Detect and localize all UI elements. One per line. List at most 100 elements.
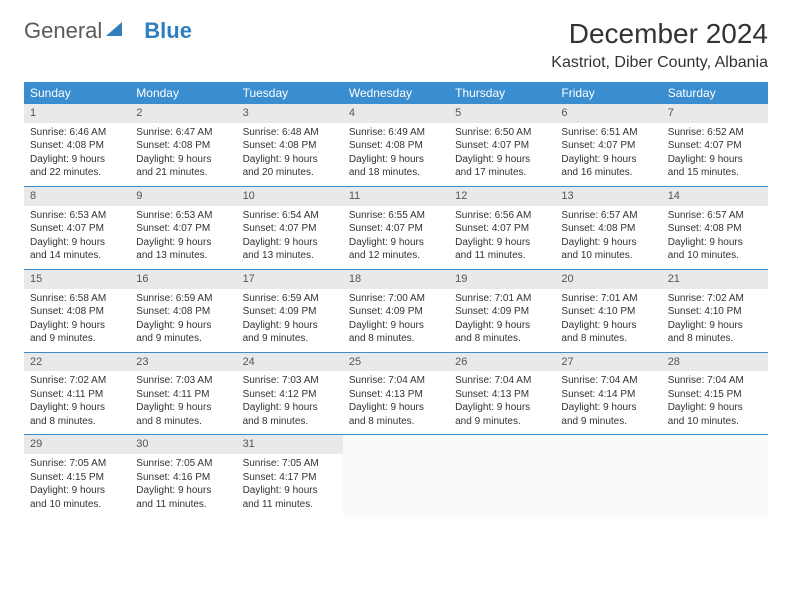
day-details: Sunrise: 6:53 AMSunset: 4:07 PMDaylight:… [24,206,130,269]
day-cell: 6Sunrise: 6:51 AMSunset: 4:07 PMDaylight… [555,104,661,186]
location: Kastriot, Diber County, Albania [551,54,768,72]
sunset-line: Sunset: 4:09 PM [349,305,443,319]
day-number: 7 [662,104,768,123]
day-details: Sunrise: 6:54 AMSunset: 4:07 PMDaylight:… [237,206,343,269]
day-cell: 25Sunrise: 7:04 AMSunset: 4:13 PMDayligh… [343,353,449,435]
sunset-line: Sunset: 4:08 PM [349,139,443,153]
day-details: Sunrise: 6:46 AMSunset: 4:08 PMDaylight:… [24,123,130,186]
daylight-line: Daylight: 9 hours and 14 minutes. [30,236,124,263]
sunset-line: Sunset: 4:08 PM [243,139,337,153]
sunrise-line: Sunrise: 6:52 AM [668,126,762,140]
day-details: Sunrise: 6:56 AMSunset: 4:07 PMDaylight:… [449,206,555,269]
sunrise-line: Sunrise: 6:58 AM [30,292,124,306]
day-details: Sunrise: 7:02 AMSunset: 4:10 PMDaylight:… [662,289,768,352]
daylight-line: Daylight: 9 hours and 11 minutes. [136,484,230,511]
daylight-line: Daylight: 9 hours and 21 minutes. [136,153,230,180]
daylight-line: Daylight: 9 hours and 12 minutes. [349,236,443,263]
sunrise-line: Sunrise: 6:59 AM [136,292,230,306]
daylight-line: Daylight: 9 hours and 13 minutes. [243,236,337,263]
day-number: 5 [449,104,555,123]
day-details: Sunrise: 6:55 AMSunset: 4:07 PMDaylight:… [343,206,449,269]
day-details: Sunrise: 6:57 AMSunset: 4:08 PMDaylight:… [662,206,768,269]
sunrise-line: Sunrise: 6:48 AM [243,126,337,140]
week-row: 15Sunrise: 6:58 AMSunset: 4:08 PMDayligh… [24,270,768,353]
day-cell: 27Sunrise: 7:04 AMSunset: 4:14 PMDayligh… [555,353,661,435]
day-details: Sunrise: 7:04 AMSunset: 4:13 PMDaylight:… [343,371,449,434]
week-row: 22Sunrise: 7:02 AMSunset: 4:11 PMDayligh… [24,353,768,436]
sunset-line: Sunset: 4:07 PM [561,139,655,153]
logo-sail-icon [104,18,124,44]
day-cell: 10Sunrise: 6:54 AMSunset: 4:07 PMDayligh… [237,187,343,269]
sunset-line: Sunset: 4:08 PM [136,139,230,153]
logo-word-general: General [24,18,102,44]
sunrise-line: Sunrise: 6:55 AM [349,209,443,223]
day-cell: 21Sunrise: 7:02 AMSunset: 4:10 PMDayligh… [662,270,768,352]
day-details: Sunrise: 6:59 AMSunset: 4:09 PMDaylight:… [237,289,343,352]
day-details: Sunrise: 6:49 AMSunset: 4:08 PMDaylight:… [343,123,449,186]
day-cell: 30Sunrise: 7:05 AMSunset: 4:16 PMDayligh… [130,435,236,517]
daylight-line: Daylight: 9 hours and 8 minutes. [349,401,443,428]
sunset-line: Sunset: 4:11 PM [30,388,124,402]
sunrise-line: Sunrise: 7:05 AM [243,457,337,471]
day-details: Sunrise: 7:04 AMSunset: 4:14 PMDaylight:… [555,371,661,434]
sunset-line: Sunset: 4:07 PM [349,222,443,236]
day-header-cell: Monday [130,82,236,104]
sunset-line: Sunset: 4:07 PM [30,222,124,236]
day-cell: 20Sunrise: 7:01 AMSunset: 4:10 PMDayligh… [555,270,661,352]
calendar-page: General Blue December 2024 Kastriot, Dib… [0,0,792,535]
sunset-line: Sunset: 4:08 PM [136,305,230,319]
day-number: 16 [130,270,236,289]
daylight-line: Daylight: 9 hours and 8 minutes. [668,319,762,346]
sunrise-line: Sunrise: 6:56 AM [455,209,549,223]
day-details: Sunrise: 6:50 AMSunset: 4:07 PMDaylight:… [449,123,555,186]
logo-word-blue: Blue [144,18,192,44]
day-details: Sunrise: 7:05 AMSunset: 4:17 PMDaylight:… [237,454,343,517]
sunrise-line: Sunrise: 7:03 AM [243,374,337,388]
day-number: 25 [343,353,449,372]
sunrise-line: Sunrise: 6:53 AM [30,209,124,223]
daylight-line: Daylight: 9 hours and 9 minutes. [30,319,124,346]
sunrise-line: Sunrise: 6:59 AM [243,292,337,306]
sunset-line: Sunset: 4:07 PM [136,222,230,236]
sunset-line: Sunset: 4:14 PM [561,388,655,402]
sunset-line: Sunset: 4:16 PM [136,471,230,485]
sunset-line: Sunset: 4:10 PM [668,305,762,319]
sunset-line: Sunset: 4:08 PM [668,222,762,236]
sunrise-line: Sunrise: 7:01 AM [455,292,549,306]
day-cell: 9Sunrise: 6:53 AMSunset: 4:07 PMDaylight… [130,187,236,269]
sunset-line: Sunset: 4:09 PM [243,305,337,319]
day-number: 12 [449,187,555,206]
day-cell: 8Sunrise: 6:53 AMSunset: 4:07 PMDaylight… [24,187,130,269]
day-number: 29 [24,435,130,454]
day-number: 26 [449,353,555,372]
day-number: 30 [130,435,236,454]
day-cell: 23Sunrise: 7:03 AMSunset: 4:11 PMDayligh… [130,353,236,435]
week-row: 8Sunrise: 6:53 AMSunset: 4:07 PMDaylight… [24,187,768,270]
day-number: 27 [555,353,661,372]
day-header-cell: Wednesday [343,82,449,104]
daylight-line: Daylight: 9 hours and 8 minutes. [561,319,655,346]
sunset-line: Sunset: 4:11 PM [136,388,230,402]
empty-cell [662,435,768,517]
day-header-cell: Friday [555,82,661,104]
daylight-line: Daylight: 9 hours and 22 minutes. [30,153,124,180]
daylight-line: Daylight: 9 hours and 13 minutes. [136,236,230,263]
day-cell: 19Sunrise: 7:01 AMSunset: 4:09 PMDayligh… [449,270,555,352]
day-cell: 12Sunrise: 6:56 AMSunset: 4:07 PMDayligh… [449,187,555,269]
sunrise-line: Sunrise: 6:50 AM [455,126,549,140]
day-cell: 13Sunrise: 6:57 AMSunset: 4:08 PMDayligh… [555,187,661,269]
logo: General Blue [24,18,192,44]
day-number: 24 [237,353,343,372]
daylight-line: Daylight: 9 hours and 10 minutes. [668,401,762,428]
day-cell: 11Sunrise: 6:55 AMSunset: 4:07 PMDayligh… [343,187,449,269]
daylight-line: Daylight: 9 hours and 10 minutes. [561,236,655,263]
day-number: 2 [130,104,236,123]
day-cell: 7Sunrise: 6:52 AMSunset: 4:07 PMDaylight… [662,104,768,186]
day-header-cell: Thursday [449,82,555,104]
daylight-line: Daylight: 9 hours and 18 minutes. [349,153,443,180]
day-cell: 24Sunrise: 7:03 AMSunset: 4:12 PMDayligh… [237,353,343,435]
day-cell: 28Sunrise: 7:04 AMSunset: 4:15 PMDayligh… [662,353,768,435]
day-number: 11 [343,187,449,206]
day-details: Sunrise: 6:51 AMSunset: 4:07 PMDaylight:… [555,123,661,186]
day-details: Sunrise: 6:53 AMSunset: 4:07 PMDaylight:… [130,206,236,269]
